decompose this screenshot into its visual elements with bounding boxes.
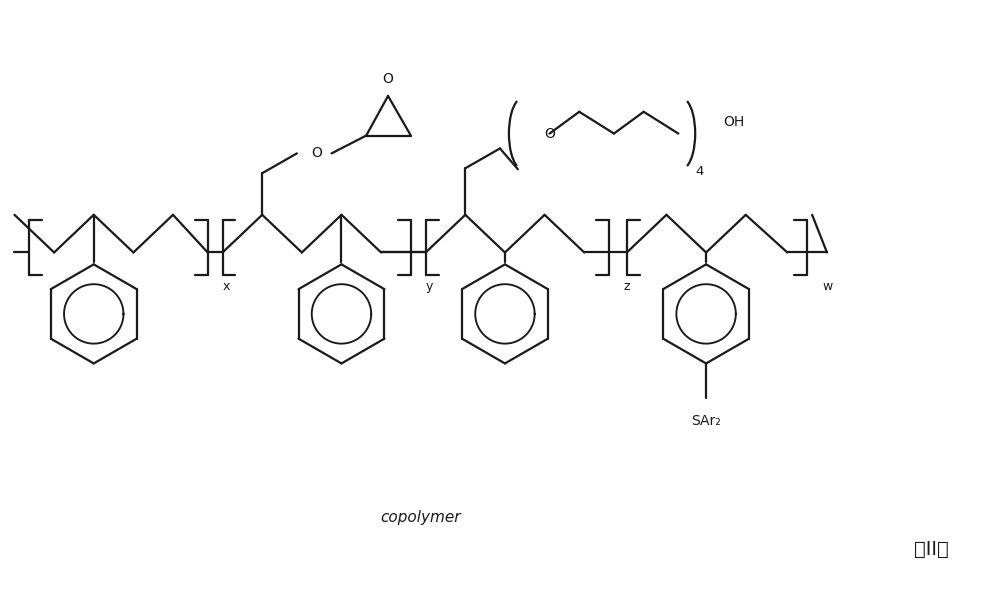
Text: O: O [311,146,322,160]
Text: z: z [624,280,630,293]
Text: w: w [822,280,832,293]
Text: y: y [426,280,433,293]
Text: O: O [383,72,393,86]
Text: （II）: （II） [914,540,948,559]
Text: 4: 4 [695,164,703,178]
Text: OH: OH [723,115,744,129]
Text: copolymer: copolymer [380,509,461,524]
Text: SAr₂: SAr₂ [691,414,721,428]
Text: O: O [544,127,555,141]
Text: x: x [223,280,230,293]
